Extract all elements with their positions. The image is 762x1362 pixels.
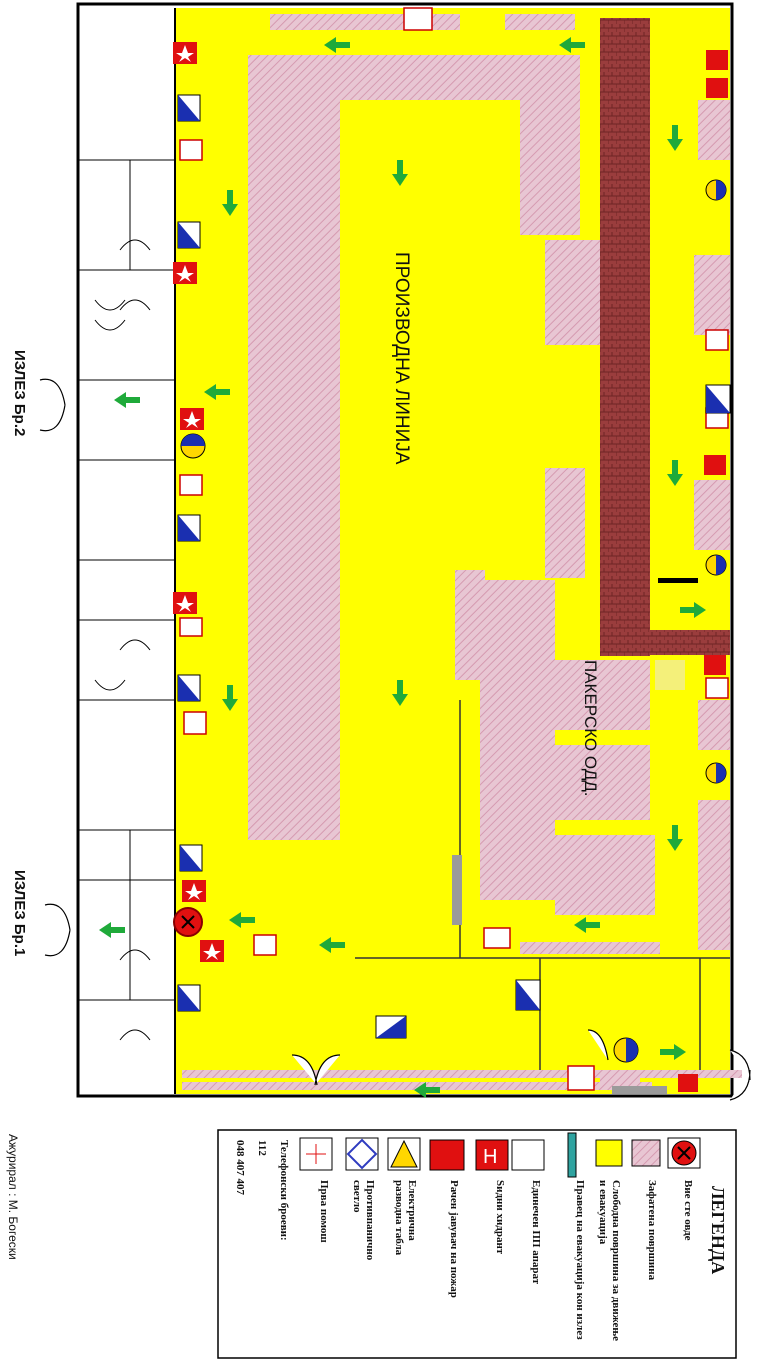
legend-phones-label: Телефонски броеви:	[278, 1140, 290, 1241]
legend-item-9: Прва помош	[318, 1180, 330, 1243]
legend-item-4: Единечен ПП апарат	[530, 1180, 542, 1285]
panic-light-icons	[180, 179, 727, 1063]
legend-item-7: Електрична разводна табла	[393, 1180, 418, 1256]
exit-1-label: ИЗЛЕЗ Бр.1	[11, 870, 28, 957]
legend-phone-2: 048 407 407	[234, 1140, 246, 1195]
office-walls	[78, 159, 175, 1041]
occupied-areas	[182, 14, 742, 1090]
production-line-label: ПРОИЗВОДНА ЛИНИЈА	[391, 252, 412, 465]
legend-item-8: Противпанично светло	[351, 1180, 376, 1261]
svg-text:H: H	[483, 1146, 497, 1168]
legend-item-5: Sидни хидрант	[494, 1180, 506, 1255]
legend-icons: H	[299, 1132, 701, 1178]
legend-item-1: Зафатена површина	[646, 1180, 658, 1281]
legend-item-6: Рачен јавувач на пожар	[448, 1180, 460, 1298]
fire-alarm-icons	[173, 42, 728, 1092]
doors	[39, 378, 751, 1101]
fire-extinguisher-icons	[179, 7, 729, 1091]
legend-item-2: Слободна површина за движење и евакуациј…	[597, 1180, 622, 1342]
updated-by-label: Ажурирал : М. Богески	[6, 1134, 20, 1260]
legend-item-3: Правец на евакуација кон излез	[574, 1180, 586, 1340]
conveyor	[600, 18, 650, 656]
legend-phone-1: 112	[256, 1140, 268, 1156]
legend-title: ЛЕГЕНДА	[708, 1186, 728, 1275]
exit-2-label: ИЗЛЕЗ Бр.2	[11, 350, 28, 437]
packing-dept-label: ПАКЕРСКО ОДД.	[581, 660, 600, 797]
you-are-here-marker	[173, 907, 203, 937]
legend-item-0: Вие сте овде	[682, 1180, 694, 1241]
electric-panel-icons	[177, 94, 731, 1039]
